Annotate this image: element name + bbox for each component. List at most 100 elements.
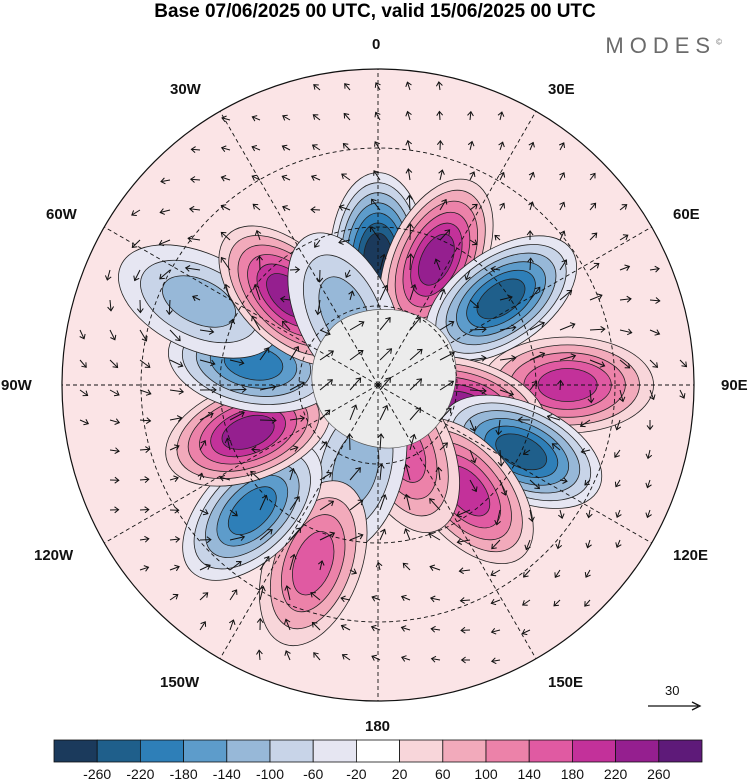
wind-arrow <box>580 447 591 455</box>
wind-arrow <box>251 174 261 181</box>
wind-arrow <box>259 494 269 511</box>
wind-arrow <box>529 351 546 361</box>
wind-arrow <box>284 585 291 601</box>
wind-arrow <box>579 419 591 428</box>
wind-arrow <box>109 329 117 341</box>
wind-arrow <box>349 404 358 421</box>
wind-vectors <box>79 81 688 665</box>
meridian-210 <box>219 384 379 659</box>
wind-arrow <box>435 81 443 91</box>
wind-arrow <box>79 359 87 368</box>
wind-arrow <box>499 354 517 362</box>
colorbar-label-4: -100 <box>256 766 284 782</box>
wind-arrow <box>379 528 387 541</box>
wind-arrow <box>405 139 413 151</box>
wind-arrow <box>158 239 171 247</box>
wind-arrow <box>256 649 263 661</box>
wind-arrow <box>499 324 517 332</box>
wind-arrow <box>289 527 302 541</box>
wind-arrow <box>469 354 487 362</box>
modes-logo: MODES© <box>605 33 722 59</box>
wind-arrow <box>460 656 470 664</box>
wind-arrow <box>490 598 501 606</box>
wind-arrow <box>79 419 90 426</box>
wind-arrow <box>439 351 455 361</box>
wind-arrow <box>401 655 411 662</box>
wind-arrow <box>289 553 297 571</box>
wind-arrow <box>646 420 654 431</box>
wind-arrow <box>439 380 455 391</box>
wind-arrow <box>679 389 686 399</box>
wind-arrow <box>434 258 441 271</box>
colorbar-swatch-3 <box>183 739 228 763</box>
wind-arrow <box>199 563 211 571</box>
wind-arrow <box>379 494 388 511</box>
wind-arrow <box>499 479 508 496</box>
wind-arrow <box>649 265 660 273</box>
wind-arrow <box>169 536 181 543</box>
wind-arrow <box>289 345 300 361</box>
wind-arrow <box>199 439 207 451</box>
wind-arrow <box>160 177 171 185</box>
wind-arrow <box>79 389 89 397</box>
wind-arrow <box>343 112 351 121</box>
wind-arrow <box>429 498 441 511</box>
brand-mark: © <box>716 37 722 47</box>
wind-arrow <box>377 433 385 451</box>
meridian-120 <box>377 384 652 544</box>
wind-arrow <box>458 567 471 575</box>
wind-arrow <box>184 265 201 272</box>
wind-arrow <box>139 359 151 368</box>
wind-arrow <box>528 509 535 523</box>
wind-arrow <box>490 657 501 665</box>
wind-arrow <box>229 619 236 631</box>
wind-arrow <box>379 316 391 331</box>
wind-arrow <box>282 205 291 212</box>
wind-arrow <box>104 269 112 281</box>
wind-arrow <box>289 445 299 452</box>
wind-arrow <box>310 174 321 181</box>
wind-arrow <box>555 539 563 550</box>
anomaly-center-10 <box>182 440 323 581</box>
wind-arrow <box>438 169 445 181</box>
meridian-150 <box>377 384 537 659</box>
wind-arrow <box>284 618 291 631</box>
colorbar-swatch-14 <box>658 739 703 763</box>
wind-arrow <box>407 253 415 271</box>
wind-arrow <box>281 174 291 181</box>
wind-arrow <box>341 654 351 661</box>
wind-arrow <box>313 652 321 661</box>
wind-arrow <box>403 463 411 481</box>
colorbar-swatch-2 <box>139 739 184 763</box>
wind-arrow <box>250 470 261 481</box>
wind-arrow <box>319 531 336 541</box>
wind-arrow <box>344 83 351 91</box>
wind-arrow <box>259 528 273 541</box>
wind-arrow <box>281 320 291 331</box>
wind-arrow <box>136 299 144 314</box>
colorbar-label-8: 60 <box>435 766 451 782</box>
wind-arrow <box>490 265 501 273</box>
colorbar-label-9: 100 <box>474 766 498 782</box>
wind-arrow <box>469 387 487 395</box>
wind-arrow <box>589 293 603 301</box>
wind-arrow <box>439 288 446 301</box>
wind-arrow <box>341 173 351 181</box>
wind-arrow <box>409 407 422 421</box>
reference-vector <box>648 701 702 711</box>
wind-arrow <box>139 565 150 572</box>
wind-arrow <box>439 442 448 451</box>
wind-arrow <box>289 266 301 274</box>
wind-arrow <box>469 449 477 464</box>
wind-arrow <box>319 500 335 511</box>
wind-arrow <box>439 320 455 331</box>
wind-arrow <box>409 348 423 361</box>
wind-arrow <box>311 621 321 631</box>
wind-arrow <box>406 194 413 211</box>
wind-arrow <box>251 446 261 453</box>
wind-arrow <box>314 239 321 248</box>
wind-arrow <box>558 142 565 151</box>
colorbar-swatch-5 <box>269 739 314 763</box>
wind-arrow <box>429 564 441 571</box>
wind-arrow <box>529 286 541 301</box>
